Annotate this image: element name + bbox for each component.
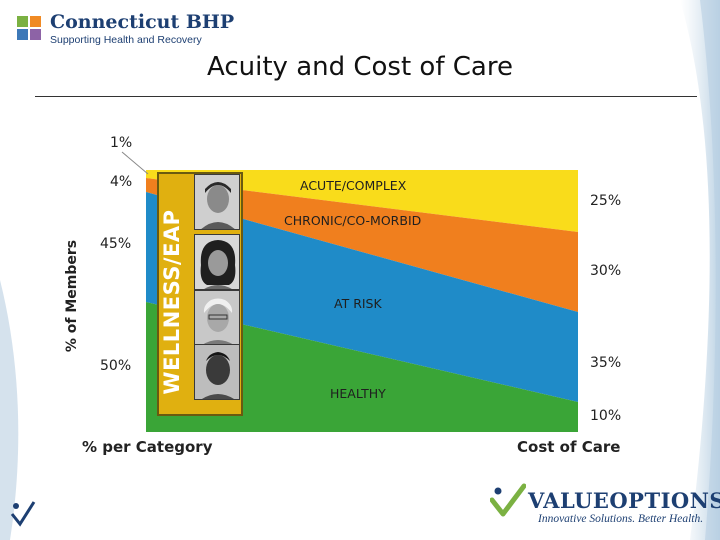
member-photo-2 [194,234,240,290]
portrait-image [195,345,239,399]
members-percent-acute: 1% [110,135,133,151]
band-healthy [146,302,578,432]
valueoptions-logo-name: VALUEOPTIONS® [528,488,720,513]
cost-percent-acute: 25% [590,193,622,209]
x-axis-right-label: Cost of Care [517,438,621,456]
decorative-swoosh-left [0,280,19,540]
band-at-risk [146,192,578,402]
member-photo-3 [194,290,240,346]
band-acute-complex [146,170,578,232]
cost-percent-chronic: 30% [590,263,622,279]
members-percent-chronic: 4% [110,174,133,190]
corner-arrow-icon [10,501,36,527]
members-percent-at-risk: 45% [100,236,132,252]
valueoptions-tagline: Innovative Solutions. Better Health. [538,513,704,525]
portrait-image [195,175,239,229]
member-photo-1 [194,174,240,230]
valueoptions-checkmark-icon [490,483,526,517]
decorative-swoosh-right [680,0,720,540]
members-percent-healthy: 50% [100,358,132,374]
band-label-healthy: HEALTHY [330,386,386,401]
acuity-cost-chart [146,170,578,432]
y-axis-label: % of Members [64,239,80,353]
portrait-image [195,291,239,345]
member-photo-4 [194,344,240,400]
band-chronic-co-morbid [146,178,578,312]
page-title: Acuity and Cost of Care [207,52,513,82]
cost-percent-at-risk: 35% [590,355,622,371]
band-label-at-risk: AT RISK [334,296,382,311]
pointer-line-icon [121,151,149,175]
logo-tagline: Supporting Health and Recovery [50,34,202,46]
band-label-acute-complex: ACUTE/COMPLEX [300,178,407,193]
title-divider [35,96,697,97]
valueoptions-brand-name: VALUEOPTIONS [528,488,720,513]
cost-percent-healthy: 10% [590,408,622,424]
connecticut-bhp-logo: Connecticut BHP Supporting Health and Re… [16,11,234,46]
band-label-chronic-co-morbid: CHRONIC/CO-MORBID [284,213,422,228]
portrait-image [195,235,239,289]
wellness-eap-label: WELLNESS/EAP [160,209,184,395]
logo-name: Connecticut BHP [50,11,235,33]
connecticut-bhp-logo-icon [17,16,41,40]
x-axis-left-label: % per Category [82,438,213,456]
